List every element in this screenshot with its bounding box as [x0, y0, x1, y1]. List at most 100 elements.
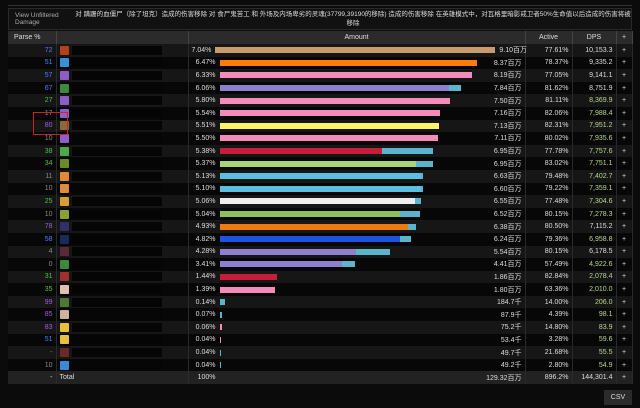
- add-button[interactable]: +: [616, 81, 633, 95]
- class-spec-icon: [59, 322, 69, 332]
- dps-value: 8,751.9: [572, 81, 617, 95]
- player-name-redacted[interactable]: [71, 360, 162, 370]
- add-button[interactable]: +: [616, 157, 633, 170]
- table-row[interactable]: 10 0.04% 49.2千 2.80% 54.9 +: [8, 358, 633, 372]
- player-name-redacted[interactable]: [71, 146, 162, 156]
- header-parse[interactable]: Parse %: [8, 31, 57, 44]
- table-row[interactable]: 38 5.38% 6.95百万 77.78% 7,757.6 +: [8, 144, 633, 158]
- dps-value: 59.6: [572, 333, 617, 347]
- add-button[interactable]: +: [616, 245, 633, 259]
- add-button[interactable]: +: [616, 358, 633, 372]
- table-row[interactable]: 72 7.04% 9.10百万 77.61% 10,153.3 +: [8, 44, 633, 57]
- player-name-redacted[interactable]: [71, 108, 162, 118]
- table-row[interactable]: 51 6.47% 8.37百万 78.37% 9,335.2 +: [8, 56, 633, 70]
- add-button[interactable]: +: [616, 169, 633, 183]
- player-name-redacted[interactable]: [71, 159, 162, 169]
- table-row[interactable]: 10 5.04% 6.52百万 80.15% 7,278.3 +: [8, 207, 633, 221]
- active-value: 2.80%: [525, 358, 573, 372]
- table-row[interactable]: 67 6.06% 7.84百万 81.62% 8,751.9 +: [8, 81, 633, 95]
- add-button[interactable]: +: [616, 144, 633, 158]
- player-name-redacted[interactable]: [71, 259, 162, 269]
- player-name-redacted[interactable]: [71, 45, 162, 55]
- table-row[interactable]: 10 5.10% 6.60百万 79.22% 7,359.1 +: [8, 182, 633, 196]
- add-button[interactable]: +: [616, 195, 633, 208]
- table-row[interactable]: 78 4.93% 6.38百万 80.50% 7,115.2 +: [8, 220, 633, 233]
- player-name-redacted[interactable]: [71, 83, 162, 93]
- add-button[interactable]: +: [616, 220, 633, 233]
- table-row[interactable]: 0 3.41% 4.41百万 57.49% 4,922.6 +: [8, 258, 633, 271]
- add-button[interactable]: +: [616, 232, 633, 246]
- add-button[interactable]: +: [616, 258, 633, 271]
- add-button[interactable]: +: [616, 270, 633, 284]
- header-amount[interactable]: Amount: [188, 31, 526, 44]
- player-name-redacted[interactable]: [71, 96, 162, 106]
- table-row[interactable]: 57 6.33% 8.19百万 77.05% 9,141.1 +: [8, 69, 633, 82]
- parse-value: 78: [8, 220, 57, 233]
- add-button[interactable]: +: [616, 69, 633, 82]
- add-button[interactable]: +: [616, 119, 633, 133]
- total-add-button[interactable]: +: [616, 371, 633, 385]
- table-row[interactable]: 34 5.37% 6.95百万 83.02% 7,751.1 +: [8, 157, 633, 170]
- table-row[interactable]: 85 0.07% 87.9千 4.39% 98.1 +: [8, 308, 633, 322]
- table-row[interactable]: 17 5.54% 7.16百万 82.06% 7,988.4 +: [8, 106, 633, 120]
- player-name-redacted[interactable]: [71, 285, 162, 295]
- player-name-redacted[interactable]: [71, 133, 162, 143]
- active-value: 82.84%: [525, 270, 573, 284]
- table-row[interactable]: 25 5.06% 6.55百万 77.48% 7,304.6 +: [8, 195, 633, 208]
- player-name-redacted[interactable]: [71, 322, 162, 332]
- add-button[interactable]: +: [616, 333, 633, 347]
- table-row[interactable]: 10 5.50% 7.11百万 80.02% 7,935.6 +: [8, 132, 633, 145]
- table-row[interactable]: 51 0.04% 53.4千 3.28% 59.6 +: [8, 333, 633, 347]
- add-button[interactable]: +: [616, 321, 633, 334]
- table-row[interactable]: 31 1.44% 1.86百万 82.84% 2,078.4 +: [8, 270, 633, 284]
- player-name-redacted[interactable]: [71, 196, 162, 206]
- player-name-redacted[interactable]: [71, 121, 162, 131]
- add-button[interactable]: +: [616, 44, 633, 57]
- header-add[interactable]: +: [616, 31, 633, 44]
- add-button[interactable]: +: [616, 132, 633, 145]
- player-name-redacted[interactable]: [71, 297, 162, 307]
- header-dps[interactable]: DPS: [572, 31, 617, 44]
- player-name-redacted[interactable]: [71, 209, 162, 219]
- add-button[interactable]: +: [616, 295, 633, 309]
- active-value: 3.28%: [525, 333, 573, 347]
- class-spec-icon: [59, 45, 69, 55]
- add-button[interactable]: +: [616, 94, 633, 107]
- player-name-redacted[interactable]: [71, 247, 162, 257]
- csv-button[interactable]: CSV: [604, 390, 632, 405]
- player-name-redacted[interactable]: [71, 58, 162, 68]
- add-button[interactable]: +: [616, 56, 633, 70]
- add-button[interactable]: +: [616, 346, 633, 359]
- table-row[interactable]: 58 4.82% 6.24百万 79.36% 6,958.8 +: [8, 232, 633, 246]
- player-name-redacted[interactable]: [71, 171, 162, 181]
- player-name-redacted[interactable]: [71, 234, 162, 244]
- player-name-redacted[interactable]: [71, 222, 162, 232]
- add-button[interactable]: +: [616, 207, 633, 221]
- table-row[interactable]: 99 0.14% 184.7千 14.00% 206.0 +: [8, 295, 633, 309]
- add-button[interactable]: +: [616, 283, 633, 296]
- view-unfiltered-damage-link[interactable]: View Unfiltered Damage: [15, 12, 59, 26]
- player-name-redacted[interactable]: [71, 310, 162, 320]
- add-button[interactable]: +: [616, 106, 633, 120]
- active-value: 77.61%: [525, 44, 573, 57]
- table-row[interactable]: 27 5.80% 7.50百万 81.11% 8,369.9 +: [8, 94, 633, 107]
- table-row[interactable]: 83 0.06% 75.2千 14.80% 83.9 +: [8, 321, 633, 334]
- add-button[interactable]: +: [616, 308, 633, 322]
- class-spec-icon: [59, 360, 69, 370]
- table-row[interactable]: 11 5.13% 6.63百万 79.48% 7,402.7 +: [8, 169, 633, 183]
- table-row[interactable]: 4 4.28% 5.54百万 80.15% 6,178.5 +: [8, 245, 633, 259]
- table-row[interactable]: 35 1.39% 1.80百万 63.36% 2,010.0 +: [8, 283, 633, 296]
- filter-banner: View Unfiltered Damage 对 蹒跚的血僵尸（除了坦克）造成的…: [8, 8, 632, 30]
- table-row[interactable]: 80 5.51% 7.13百万 82.31% 7,951.2 +: [8, 119, 633, 133]
- table-row[interactable]: - 0.04% 49.7千 21.68% 55.5 +: [8, 346, 633, 359]
- player-name-redacted[interactable]: [71, 184, 162, 194]
- add-button[interactable]: +: [616, 182, 633, 196]
- amount-bar-main: [219, 185, 421, 192]
- active-value: 4.39%: [525, 308, 573, 322]
- player-name-redacted[interactable]: [71, 70, 162, 80]
- dps-value: 55.5: [572, 346, 617, 359]
- header-active[interactable]: Active: [525, 31, 573, 44]
- player-name-redacted[interactable]: [71, 335, 162, 345]
- player-name-redacted[interactable]: [71, 272, 162, 282]
- player-name-redacted[interactable]: [71, 348, 162, 358]
